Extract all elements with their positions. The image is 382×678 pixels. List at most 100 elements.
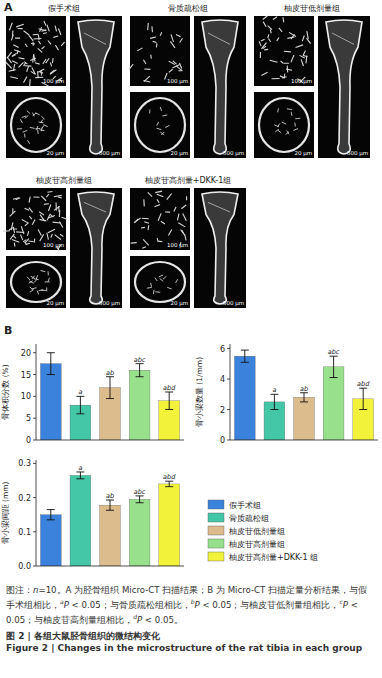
trabecula: [48, 204, 50, 211]
scale-label: 20 μm: [294, 150, 312, 157]
trabecula: [39, 219, 46, 220]
trabecula: [34, 54, 35, 62]
trabecula: [11, 222, 13, 230]
error-bar: [359, 388, 367, 409]
scale-label: 100 μm: [167, 242, 188, 249]
y-tick-label: 0: [26, 436, 31, 445]
significance: ab: [106, 369, 114, 377]
error-cap: [106, 398, 114, 399]
trabecula: [149, 109, 150, 113]
cortex: [11, 262, 61, 302]
significance: abd: [163, 473, 176, 481]
legend-label: 柚皮苷高剂量组: [229, 540, 285, 549]
trabecula: [261, 39, 265, 41]
error-cap: [47, 509, 55, 510]
ct-image: [254, 92, 314, 158]
trabecula: [286, 132, 290, 135]
chart: aababcabd05101520骨体积分数 (%): [1, 344, 184, 445]
y-tick-label: 4: [220, 375, 225, 384]
y-tick: [33, 440, 36, 441]
trabecula: [280, 76, 284, 78]
labels: aababcabd: [272, 348, 370, 394]
trabecula: [148, 192, 152, 196]
error-cap: [241, 350, 249, 351]
trabecula: [129, 64, 133, 70]
trabecula: [180, 63, 182, 69]
error-line: [244, 350, 245, 362]
trabecula: [55, 45, 58, 50]
trabecula: [263, 22, 266, 27]
error-line: [110, 377, 111, 399]
y-tick-label: 6: [220, 345, 225, 354]
error-cap: [76, 413, 84, 414]
trabecula: [13, 198, 19, 199]
error-line: [304, 393, 305, 402]
ct-image: [6, 92, 66, 158]
scale-label: 20 μm: [170, 150, 188, 157]
trabecula: [41, 116, 44, 119]
error-line: [363, 388, 364, 409]
trabecula: [171, 34, 173, 42]
trabecula: [12, 55, 16, 57]
chart: aababcabd0246骨小梁数量 (1/mm): [195, 344, 378, 445]
group-title: 骨质疏松组: [168, 4, 208, 13]
error-line: [80, 396, 81, 413]
trabecula: [165, 212, 170, 213]
y-tick: [33, 463, 36, 464]
y-tick-label: 0: [220, 436, 225, 445]
trabecula: [30, 287, 33, 290]
trabecula: [34, 239, 36, 243]
scale-label: 500 μm: [223, 150, 244, 157]
trabecula: [176, 35, 181, 37]
trabecula: [37, 126, 38, 130]
scale-label: 100 μm: [291, 78, 312, 85]
bar: [100, 505, 121, 566]
caption-text: d: [133, 613, 137, 620]
caption-text: n: [33, 585, 38, 595]
trabecula: [287, 37, 294, 38]
error-line: [80, 472, 81, 479]
panel-label: A: [4, 1, 13, 14]
y-tick-label: 0.0: [18, 562, 31, 571]
trabecula: [58, 28, 61, 35]
scale-label: 20 μm: [46, 150, 64, 157]
cortex: [135, 262, 185, 302]
trabecula: [270, 60, 278, 62]
trabecula: [41, 30, 46, 31]
error-cap: [241, 362, 249, 363]
trabecula: [10, 77, 18, 79]
trabecula: [31, 276, 35, 278]
trabecula: [46, 287, 47, 291]
trabecula: [282, 122, 286, 124]
trabecula: [332, 33, 354, 44]
trabecula: [157, 128, 162, 129]
trabecula: [156, 43, 158, 47]
scale-label: 100 μm: [43, 242, 64, 249]
trabecula: [12, 208, 13, 213]
trabecula: [173, 61, 177, 64]
trabecula: [39, 121, 44, 123]
group-title: 假手术组: [48, 4, 80, 13]
error-line: [169, 392, 170, 409]
trabecula: [208, 202, 230, 212]
ct-image: [6, 16, 66, 86]
error-cap: [330, 377, 338, 378]
trabecula: [38, 229, 41, 235]
y-tick: [33, 418, 36, 419]
trabecula: [11, 35, 13, 41]
trabecula: [44, 21, 46, 26]
trabecula: [15, 38, 20, 39]
trabecula: [30, 290, 34, 293]
legend-swatch: [208, 500, 224, 509]
legend-swatch: [208, 552, 224, 561]
caption-text: c: [340, 598, 343, 605]
ct-group: 柚皮苷高剂量+DKK-1组100 μm20 μm500 μm: [130, 176, 246, 308]
trabecula: [180, 38, 183, 42]
error-line: [169, 481, 170, 486]
significance: abc: [134, 488, 146, 496]
y-tick-label: 0.3: [18, 459, 31, 468]
trabecula: [167, 287, 172, 289]
trabecula: [40, 234, 44, 241]
trabecula: [177, 214, 179, 221]
labels: aababcabd: [78, 356, 176, 397]
